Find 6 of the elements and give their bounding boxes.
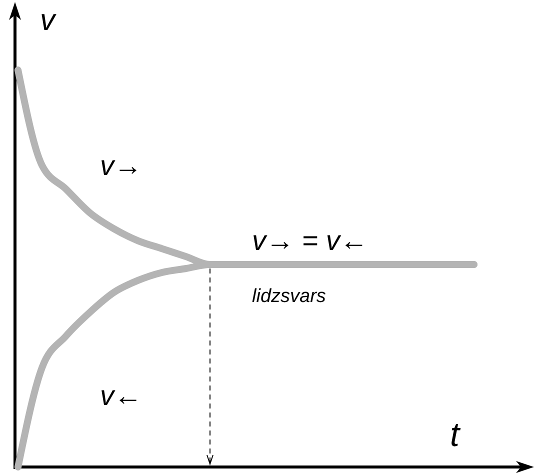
series-label: v→	[100, 150, 142, 181]
y-axis-title: v	[40, 4, 57, 37]
annotation: lidzsvars	[252, 286, 326, 307]
series-label: v←	[100, 380, 142, 411]
x-axis-title: t	[450, 416, 461, 454]
annotation: v→ = v←	[252, 225, 368, 256]
